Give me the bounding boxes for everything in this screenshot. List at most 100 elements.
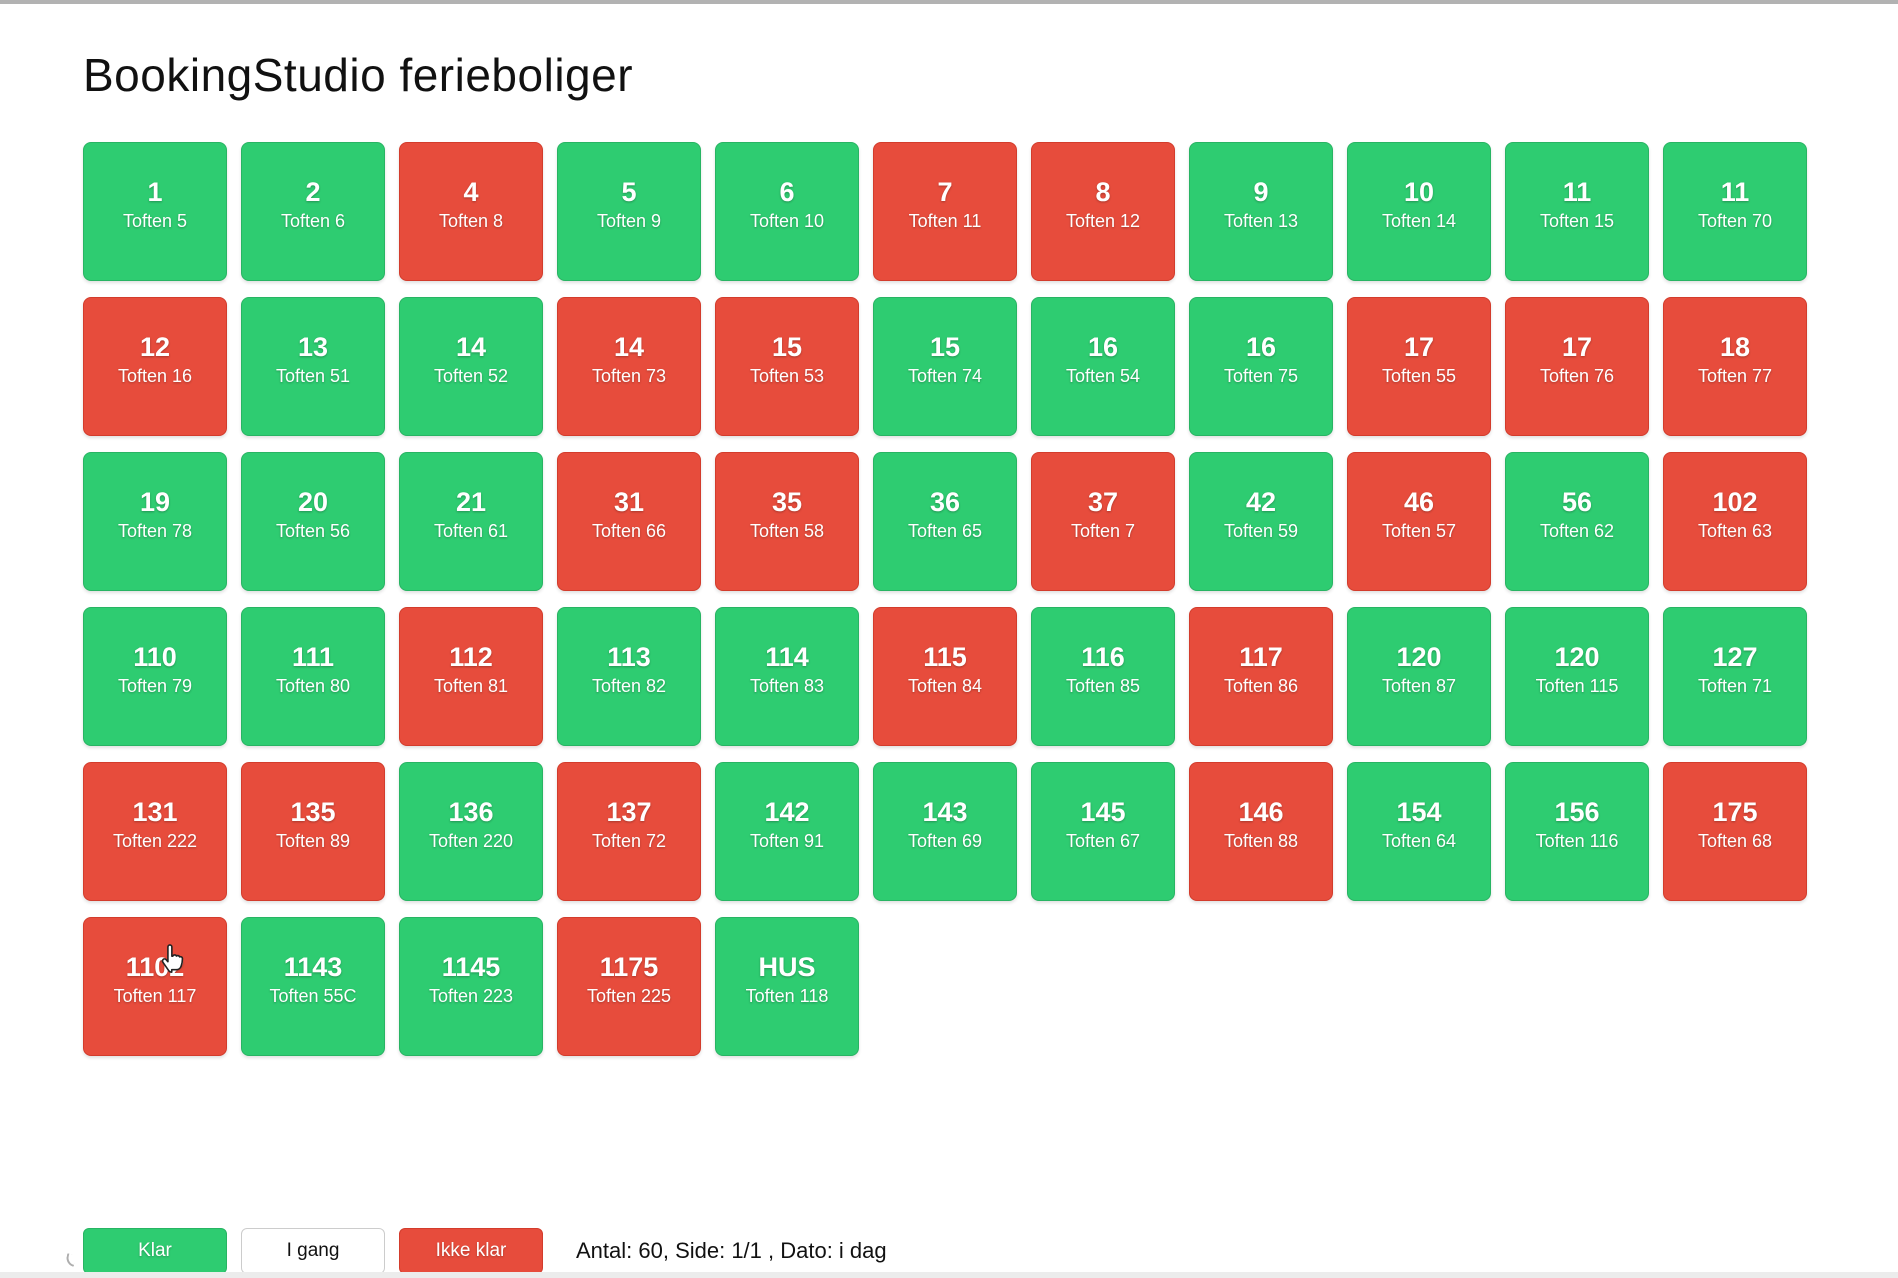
unit-tile-142[interactable]: 142 Toften 91 bbox=[715, 762, 859, 901]
unit-location: Toften 61 bbox=[433, 521, 509, 542]
unit-location: Toften 75 bbox=[1223, 366, 1299, 387]
unit-tile-31[interactable]: 31 Toften 66 bbox=[557, 452, 701, 591]
unit-location: Toften 52 bbox=[433, 366, 509, 387]
unit-tile-15[interactable]: 15 Toften 74 bbox=[873, 297, 1017, 436]
unit-number: 137 bbox=[606, 797, 652, 827]
unit-tile-112[interactable]: 112 Toften 81 bbox=[399, 607, 543, 746]
unit-tile-102[interactable]: 102 Toften 63 bbox=[1663, 452, 1807, 591]
unit-number: 19 bbox=[139, 487, 171, 517]
unit-tile-18[interactable]: 18 Toften 77 bbox=[1663, 297, 1807, 436]
unit-number: 1 bbox=[147, 177, 163, 207]
unit-location: Toften 87 bbox=[1381, 676, 1457, 697]
unit-tile-5[interactable]: 5 Toften 9 bbox=[557, 142, 701, 281]
legend-ikke-klar-button[interactable]: Ikke klar bbox=[399, 1228, 543, 1274]
unit-tile-1[interactable]: 1 Toften 5 bbox=[83, 142, 227, 281]
unit-tile-14[interactable]: 14 Toften 52 bbox=[399, 297, 543, 436]
unit-tile-10[interactable]: 10 Toften 14 bbox=[1347, 142, 1491, 281]
unit-tile-143[interactable]: 143 Toften 69 bbox=[873, 762, 1017, 901]
unit-tile-137[interactable]: 137 Toften 72 bbox=[557, 762, 701, 901]
unit-number: 13 bbox=[297, 332, 329, 362]
unit-tile-37[interactable]: 37 Toften 7 bbox=[1031, 452, 1175, 591]
unit-tile-13[interactable]: 13 Toften 51 bbox=[241, 297, 385, 436]
unit-number: 131 bbox=[132, 797, 178, 827]
unit-tile-46[interactable]: 46 Toften 57 bbox=[1347, 452, 1491, 591]
unit-tile-110[interactable]: 110 Toften 79 bbox=[83, 607, 227, 746]
unit-tile-116[interactable]: 116 Toften 85 bbox=[1031, 607, 1175, 746]
unit-tile-35[interactable]: 35 Toften 58 bbox=[715, 452, 859, 591]
unit-tile-136[interactable]: 136 Toften 220 bbox=[399, 762, 543, 901]
unit-tile-146[interactable]: 146 Toften 88 bbox=[1189, 762, 1333, 901]
unit-tile-36[interactable]: 36 Toften 65 bbox=[873, 452, 1017, 591]
unit-tile-16[interactable]: 16 Toften 75 bbox=[1189, 297, 1333, 436]
unit-tile-HUS[interactable]: HUS Toften 118 bbox=[715, 917, 859, 1056]
unit-tile-1175[interactable]: 1175 Toften 225 bbox=[557, 917, 701, 1056]
unit-tile-15[interactable]: 15 Toften 53 bbox=[715, 297, 859, 436]
unit-location: Toften 55 bbox=[1381, 366, 1457, 387]
unit-tile-175[interactable]: 175 Toften 68 bbox=[1663, 762, 1807, 901]
unit-tile-120[interactable]: 120 Toften 87 bbox=[1347, 607, 1491, 746]
unit-tile-14[interactable]: 14 Toften 73 bbox=[557, 297, 701, 436]
unit-tile-120[interactable]: 120 Toften 115 bbox=[1505, 607, 1649, 746]
legend-klar-button[interactable]: Klar bbox=[83, 1228, 227, 1274]
unit-number: 15 bbox=[771, 332, 803, 362]
unit-location: Toften 68 bbox=[1697, 831, 1773, 852]
unit-number: 102 bbox=[1712, 487, 1758, 517]
unit-tile-12[interactable]: 12 Toften 16 bbox=[83, 297, 227, 436]
unit-location: Toften 118 bbox=[745, 986, 829, 1007]
unit-tile-19[interactable]: 19 Toften 78 bbox=[83, 452, 227, 591]
unit-tile-11[interactable]: 11 Toften 70 bbox=[1663, 142, 1807, 281]
unit-tile-16[interactable]: 16 Toften 54 bbox=[1031, 297, 1175, 436]
unit-number: 117 bbox=[1239, 642, 1283, 672]
unit-tile-11[interactable]: 11 Toften 15 bbox=[1505, 142, 1649, 281]
unit-tile-17[interactable]: 17 Toften 76 bbox=[1505, 297, 1649, 436]
unit-location: Toften 62 bbox=[1539, 521, 1615, 542]
unit-location: Toften 64 bbox=[1381, 831, 1457, 852]
unit-location: Toften 57 bbox=[1381, 521, 1457, 542]
unit-location: Toften 220 bbox=[428, 831, 514, 852]
unit-number: 18 bbox=[1719, 332, 1751, 362]
unit-tile-21[interactable]: 21 Toften 61 bbox=[399, 452, 543, 591]
unit-tile-111[interactable]: 111 Toften 80 bbox=[241, 607, 385, 746]
unit-location: Toften 91 bbox=[749, 831, 825, 852]
unit-tile-8[interactable]: 8 Toften 12 bbox=[1031, 142, 1175, 281]
unit-tile-127[interactable]: 127 Toften 71 bbox=[1663, 607, 1807, 746]
unit-number: 1102 bbox=[125, 952, 185, 982]
unit-number: 154 bbox=[1396, 797, 1442, 827]
unit-tile-1102[interactable]: 1102 Toften 117 bbox=[83, 917, 227, 1056]
unit-number: 113 bbox=[607, 642, 651, 672]
unit-location: Toften 56 bbox=[275, 521, 351, 542]
unit-tile-154[interactable]: 154 Toften 64 bbox=[1347, 762, 1491, 901]
unit-tile-17[interactable]: 17 Toften 55 bbox=[1347, 297, 1491, 436]
unit-tile-117[interactable]: 117 Toften 86 bbox=[1189, 607, 1333, 746]
unit-tile-156[interactable]: 156 Toften 116 bbox=[1505, 762, 1649, 901]
unit-tile-2[interactable]: 2 Toften 6 bbox=[241, 142, 385, 281]
unit-tile-6[interactable]: 6 Toften 10 bbox=[715, 142, 859, 281]
unit-tile-113[interactable]: 113 Toften 82 bbox=[557, 607, 701, 746]
unit-location: Toften 66 bbox=[591, 521, 667, 542]
unit-number: 145 bbox=[1080, 797, 1126, 827]
unit-tile-grid: 1 Toften 5 2 Toften 6 4 Toften 8 5 Tofte… bbox=[83, 142, 1807, 1056]
unit-tile-42[interactable]: 42 Toften 59 bbox=[1189, 452, 1333, 591]
unit-tile-131[interactable]: 131 Toften 222 bbox=[83, 762, 227, 901]
unit-number: 127 bbox=[1712, 642, 1758, 672]
unit-tile-145[interactable]: 145 Toften 67 bbox=[1031, 762, 1175, 901]
unit-tile-1145[interactable]: 1145 Toften 223 bbox=[399, 917, 543, 1056]
unit-number: 142 bbox=[764, 797, 810, 827]
unit-number: 56 bbox=[1561, 487, 1593, 517]
unit-location: Toften 15 bbox=[1539, 211, 1615, 232]
unit-location: Toften 117 bbox=[113, 986, 197, 1007]
unit-tile-4[interactable]: 4 Toften 8 bbox=[399, 142, 543, 281]
unit-tile-9[interactable]: 9 Toften 13 bbox=[1189, 142, 1333, 281]
unit-tile-56[interactable]: 56 Toften 62 bbox=[1505, 452, 1649, 591]
unit-tile-7[interactable]: 7 Toften 11 bbox=[873, 142, 1017, 281]
unit-tile-115[interactable]: 115 Toften 84 bbox=[873, 607, 1017, 746]
unit-location: Toften 54 bbox=[1065, 366, 1141, 387]
unit-tile-1143[interactable]: 1143 Toften 55C bbox=[241, 917, 385, 1056]
unit-tile-20[interactable]: 20 Toften 56 bbox=[241, 452, 385, 591]
page-title: BookingStudio ferieboliger bbox=[83, 49, 634, 101]
screen-corner-artifact bbox=[64, 1253, 77, 1267]
legend-i-gang-button[interactable]: I gang bbox=[241, 1228, 385, 1274]
unit-tile-114[interactable]: 114 Toften 83 bbox=[715, 607, 859, 746]
unit-tile-135[interactable]: 135 Toften 89 bbox=[241, 762, 385, 901]
summary-text: Antal: 60, Side: 1/1 , Dato: i dag bbox=[576, 1238, 887, 1263]
